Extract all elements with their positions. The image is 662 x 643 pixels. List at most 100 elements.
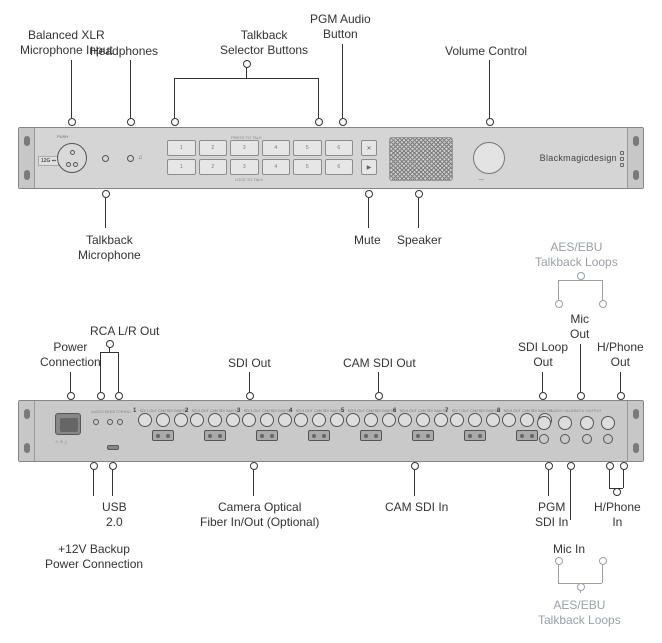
rca-left [107,419,113,425]
label-hphone-in: H/Phone In [594,500,641,530]
channel-block-5: 5SDI 5 OUTCAM SDICAM SDI [345,409,397,441]
pointer [580,272,581,280]
label-pgm-sdi-in: PGM SDI In [535,500,568,530]
hphone-out-bnc [601,416,615,430]
compliance-text: ⚠ ◎ △ [55,439,67,444]
cam-sdi-in-bnc [226,413,240,427]
audio-mon-text: AUDIO MONITORING [91,409,131,414]
pointer [174,78,175,118]
pointer [246,60,247,78]
xlr-badge: PUSH [57,134,68,139]
pointer [580,583,581,593]
pgm-audio-button: ▶ [361,159,377,175]
headphone-jack [127,155,134,162]
talkback-btn: 4 [262,159,291,175]
aes-out-bnc [580,416,594,430]
cam-sdi-in-bnc [434,413,448,427]
label-pgm-audio: PGM Audio Button [310,12,371,42]
label-usb: USB 2.0 [102,500,127,530]
iec-power-inlet [55,413,81,435]
sdi-out-bnc [138,413,152,427]
sdi-out-bnc [294,413,308,427]
sfp-slot [360,430,382,441]
talkback-btn: 1 [167,140,196,156]
label-rca-out: RCA L/R Out [90,324,159,339]
cam-sdi-out-bnc [416,413,430,427]
cam-sdi-in-bnc [486,413,500,427]
brand-leds [620,151,624,167]
pointer [71,60,72,118]
label-talkback-mic: Talkback Microphone [78,233,141,263]
rack-ear-left [19,128,35,188]
label-mute: Mute [354,233,381,248]
pointer [105,198,106,228]
pointer [130,60,131,118]
sdi-out-bnc [190,413,204,427]
label-headphones: Headphones [90,44,158,59]
cam-sdi-out-bnc [156,413,170,427]
cam-sdi-out-bnc [468,413,482,427]
label-mic-in: Mic In [553,542,585,557]
pointer [602,280,603,300]
pointer [109,340,110,352]
cam-sdi-out-bnc [260,413,274,427]
pointer [253,470,254,496]
channel-block-1: 1SDI 1 OUTCAM SDICAM SDI [137,409,189,441]
talkback-btn: 1 [167,159,196,175]
sfp-slot [152,430,174,441]
pgm-sdi-in-bnc [539,434,549,444]
speaker-grille [389,137,453,181]
lock-to-talk-text: LOCK TO TALK [235,177,263,182]
talkback-mic-jack [102,155,109,162]
mic-in-jack [560,434,570,444]
rack-ear-right [627,401,643,461]
talkback-btn: 5 [293,159,322,175]
mic-out-bnc [558,416,572,430]
sfp-slot [256,430,278,441]
talkback-btn: 4 [262,140,291,156]
label-aes-bottom: AES/EBU Talkback Loops [538,598,621,628]
cam-sdi-in-bnc [174,413,188,427]
label-cam-sdi-out: CAM SDI Out [343,356,416,371]
cam-sdi-out-bnc [364,413,378,427]
sdi-out-bnc [450,413,464,427]
xlr-input [57,143,87,173]
label-backup-power: +12V Backup Power Connection [45,542,143,572]
pointer [93,470,94,496]
mute-button: ✕ [361,140,377,156]
dc-backup-port [93,419,99,425]
brand-text: Blackmagicdesign [540,153,617,163]
side-buttons: ✕ ▶ [361,140,377,175]
talkback-btn: 3 [230,159,259,175]
label-hphone-out: H/Phone Out [597,340,644,370]
talkback-btn: 2 [199,159,228,175]
sdi-out-bnc [502,413,516,427]
rack-ear-right [627,128,643,188]
pointer [378,372,379,392]
volume-knob [473,142,505,174]
sfp-slot [464,430,486,441]
channel-block-4: 4SDI 4 OUTCAM SDICAM SDI [293,409,345,441]
cam-sdi-in-bnc [382,413,396,427]
label-speaker: Speaker [397,233,442,248]
vol-arrow: ⟶ [478,177,484,182]
talkback-btn: 6 [325,159,354,175]
front-panel: 12G ⎓ PUSH ♫ PRESS TO TALK 1 2 3 4 5 6 1… [18,127,644,189]
audio-talkback-block: AUDIO TALKBACK OUTPUT [535,411,617,444]
aes-in-jack [582,434,592,444]
label-volume: Volume Control [445,44,527,59]
pointer [580,344,581,392]
cam-sdi-in-bnc [330,413,344,427]
label-cam-sdi-in: CAM SDI In [385,500,448,515]
label-talkback-selector: Talkback Selector Buttons [220,28,308,58]
pointer [570,470,571,520]
label-sdi-out: SDI Out [228,356,271,371]
pointer [249,372,250,392]
pointer [112,470,113,496]
hphone-in-jack [603,434,613,444]
pointer [100,352,101,392]
pointer [558,565,559,583]
talkback-button-grid: 1 2 3 4 5 6 1 2 3 4 5 6 [167,140,353,175]
label-aes-top: AES/EBU Talkback Loops [535,240,618,270]
sdi-out-bnc [346,413,360,427]
